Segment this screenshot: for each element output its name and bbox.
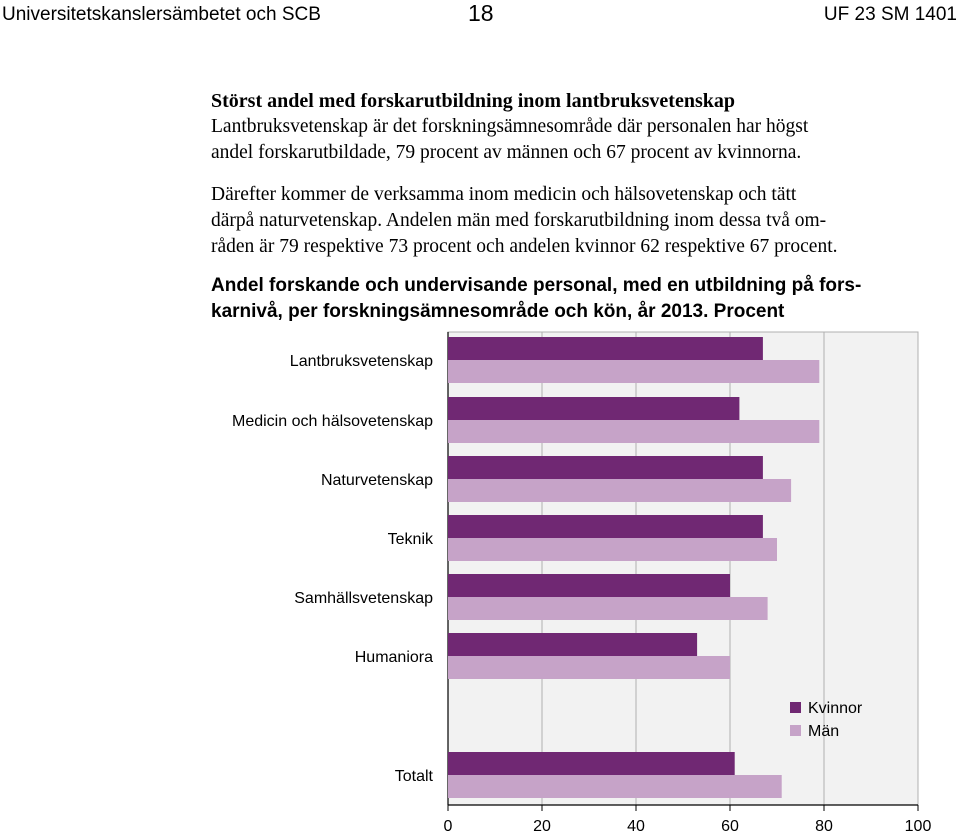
header-publisher: Universitetskanslersämbetet och SCB (2, 4, 321, 25)
bar-man (448, 360, 820, 383)
bar-kvinnor (448, 574, 730, 597)
legend-label: Kvinnor (808, 700, 863, 717)
paragraph-1: Lantbruksvetenskap är det forskningsämne… (211, 114, 951, 166)
bar-man (448, 597, 768, 620)
paragraph-line: Därefter kommer de verksamma inom medici… (211, 184, 797, 205)
figure-title-line: karnivå, per forskningsämnesområde och k… (211, 301, 785, 322)
figure-title-line: Andel forskande och undervisande persona… (211, 275, 862, 296)
legend-label: Män (808, 723, 839, 740)
bar-kvinnor (448, 633, 698, 656)
category-label: Naturvetenskap (321, 472, 433, 489)
header-report-id: UF 23 SM 1401 (823, 4, 957, 25)
page-header: Universitetskanslersämbetet och SCB 18 U… (0, 0, 960, 30)
category-label: Lantbruksvetenskap (290, 353, 433, 370)
bar-man (448, 656, 730, 679)
bar-man (448, 775, 782, 798)
section-heading: Störst andel med forskarutbildning inom … (211, 90, 735, 112)
category-label: Totalt (395, 768, 434, 785)
x-tick-label: 60 (721, 818, 739, 834)
category-label: Samhällsvetenskap (294, 590, 433, 607)
bar-man (448, 479, 792, 502)
bar-man (448, 538, 777, 561)
paragraph-line: andel forskarutbildade, 79 procent av mä… (211, 142, 802, 163)
bar-kvinnor (448, 397, 740, 420)
legend-swatch (790, 702, 801, 713)
x-tick-label: 0 (444, 818, 453, 834)
paragraph-line: Lantbruksvetenskap är det forskningsämne… (211, 116, 809, 137)
category-label: Humaniora (355, 649, 433, 666)
category-label: Teknik (388, 531, 434, 548)
bar-man (448, 420, 820, 443)
x-tick-label: 100 (905, 818, 932, 834)
category-label: Medicin och hälsovetenskap (232, 413, 433, 430)
x-tick-label: 40 (627, 818, 645, 834)
paragraph-line: råden är 79 respektive 73 procent och an… (211, 236, 838, 257)
x-tick-label: 80 (815, 818, 833, 834)
bar-kvinnor (448, 752, 735, 775)
legend-swatch (790, 725, 801, 736)
page-number: 18 (468, 0, 494, 26)
bar-kvinnor (448, 337, 763, 360)
paragraph-line: därpå naturvetenskap. Andelen män med fo… (211, 210, 827, 231)
paragraph-2: Därefter kommer de verksamma inom medici… (211, 182, 951, 260)
bar-kvinnor (448, 456, 763, 479)
x-tick-label: 20 (533, 818, 551, 834)
bar-kvinnor (448, 515, 763, 538)
figure-title: Andel forskande och undervisande persona… (211, 273, 951, 325)
